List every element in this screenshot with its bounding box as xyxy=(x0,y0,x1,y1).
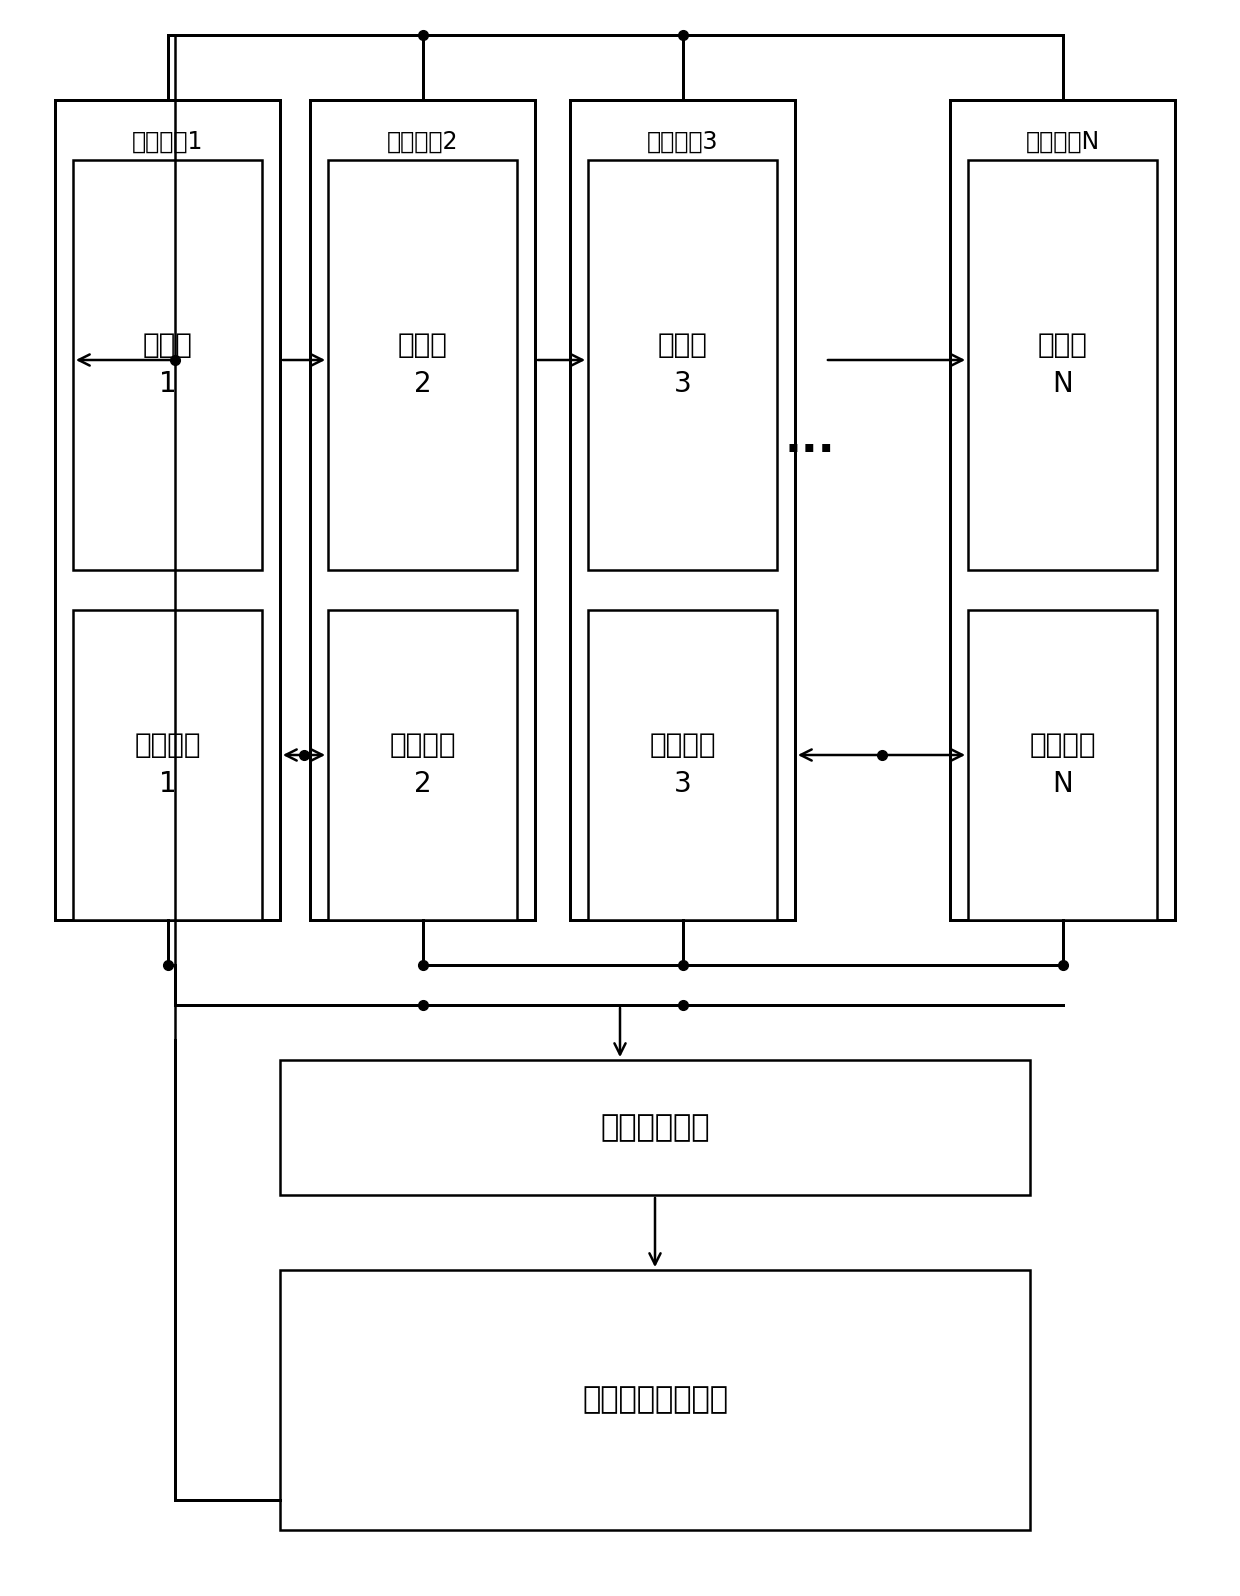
Text: ···: ··· xyxy=(785,428,836,471)
Text: 发射通道3: 发射通道3 xyxy=(647,129,718,153)
Bar xyxy=(310,101,534,919)
Bar xyxy=(280,1060,1030,1195)
Text: 发射开关
2: 发射开关 2 xyxy=(389,731,456,798)
Bar xyxy=(968,610,1157,919)
Text: 发射通道1: 发射通道1 xyxy=(131,129,203,153)
Bar xyxy=(329,610,517,919)
Text: 发射开关
1: 发射开关 1 xyxy=(134,731,201,798)
Bar xyxy=(55,101,280,919)
Text: 发射通道2: 发射通道2 xyxy=(387,129,459,153)
Text: 移相器
N: 移相器 N xyxy=(1038,332,1087,399)
Bar xyxy=(950,101,1176,919)
Text: 移相器
1: 移相器 1 xyxy=(143,332,192,399)
Bar xyxy=(280,1270,1030,1531)
Bar xyxy=(73,610,262,919)
Text: 公共接收模块: 公共接收模块 xyxy=(600,1112,709,1143)
Bar xyxy=(588,610,777,919)
Text: 移相器
3: 移相器 3 xyxy=(657,332,708,399)
Text: 发射开关
3: 发射开关 3 xyxy=(650,731,715,798)
Text: 移相器
2: 移相器 2 xyxy=(398,332,448,399)
Text: 发射通道N: 发射通道N xyxy=(1025,129,1100,153)
Bar xyxy=(73,160,262,570)
Bar xyxy=(968,160,1157,570)
Bar xyxy=(329,160,517,570)
Bar xyxy=(570,101,795,919)
Text: 发射开关
N: 发射开关 N xyxy=(1029,731,1096,798)
Text: 发射相位计算模块: 发射相位计算模块 xyxy=(582,1385,728,1414)
Bar xyxy=(588,160,777,570)
